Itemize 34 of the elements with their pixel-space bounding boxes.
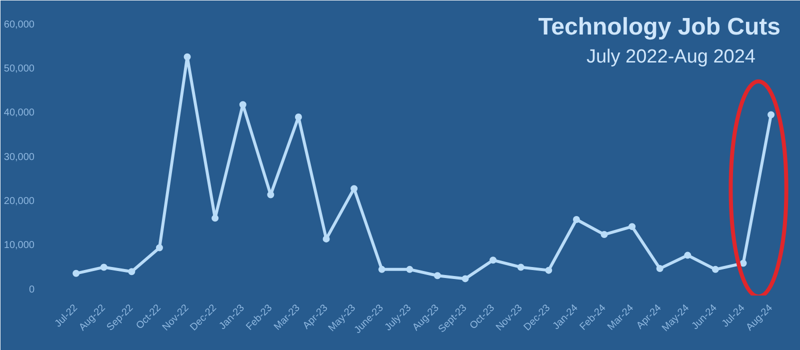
point: [600, 231, 608, 238]
point: [684, 252, 692, 259]
point: [740, 260, 747, 267]
point: [267, 191, 274, 198]
point: [72, 270, 80, 277]
y-tick-label: 0: [28, 284, 35, 296]
chart-title: Technology Job Cuts: [538, 14, 781, 40]
point: [294, 113, 302, 120]
text: July 2022-Aug 2024: [586, 46, 756, 68]
point: [128, 268, 136, 276]
y-tick-label: 20,000: [4, 196, 35, 207]
point: [156, 244, 163, 252]
point: [322, 235, 330, 242]
point: [434, 272, 441, 280]
y-tick-label: 60,000: [4, 19, 35, 30]
y-tick-label: 40,000: [4, 108, 35, 119]
y-tick-label: 10,000: [4, 240, 35, 252]
point: [406, 266, 414, 273]
point: [239, 101, 246, 108]
point: [212, 214, 219, 222]
point: [100, 264, 108, 271]
point: [517, 264, 524, 271]
point: [768, 111, 775, 118]
y-tick-label: 50,000: [4, 63, 35, 74]
point: [184, 53, 191, 60]
point: [712, 266, 719, 273]
point: [572, 216, 580, 223]
point: [628, 223, 636, 230]
point: [378, 266, 386, 273]
point: [490, 256, 497, 264]
point: [462, 275, 469, 282]
point: [545, 266, 552, 274]
y-tick-label: 30,000: [4, 152, 35, 163]
point: [656, 265, 664, 272]
